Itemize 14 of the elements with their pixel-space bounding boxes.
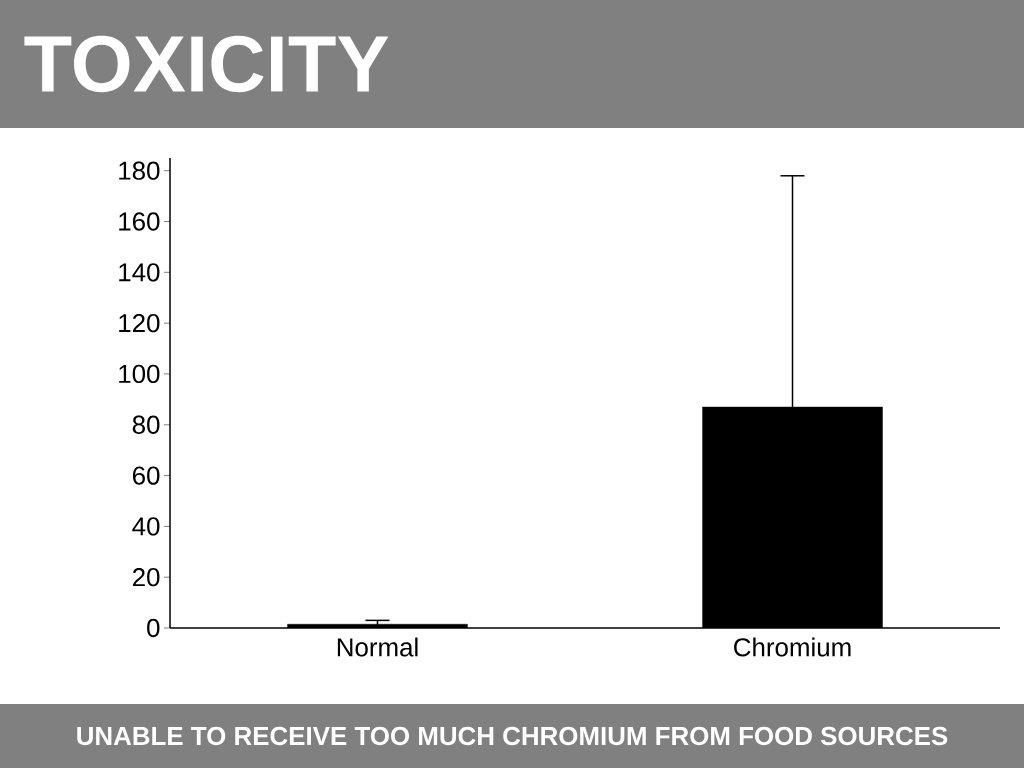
y-tick-label: 40 [132, 517, 160, 536]
x-tick-label: Normal [337, 637, 418, 657]
y-tick-label: 20 [132, 568, 160, 587]
y-tick-label: 80 [132, 415, 160, 434]
y-tick-label: 140 [119, 263, 160, 282]
y-tick-label: 160 [119, 212, 160, 231]
text: UNABLE TO RECEIVE TOO MUCH CHROMIUM FROM FOOD SOURCES [77, 726, 948, 746]
y-tick-label: 100 [119, 364, 160, 384]
y-tick-label: 180 [119, 161, 160, 180]
chart-title: TOXICITY [24, 35, 389, 93]
x-tick-label: Chromium [734, 637, 851, 657]
y-tick-label: 60 [132, 466, 160, 485]
y-tick-label: 120 [119, 313, 160, 333]
y-tick-label: 0 [147, 618, 160, 638]
